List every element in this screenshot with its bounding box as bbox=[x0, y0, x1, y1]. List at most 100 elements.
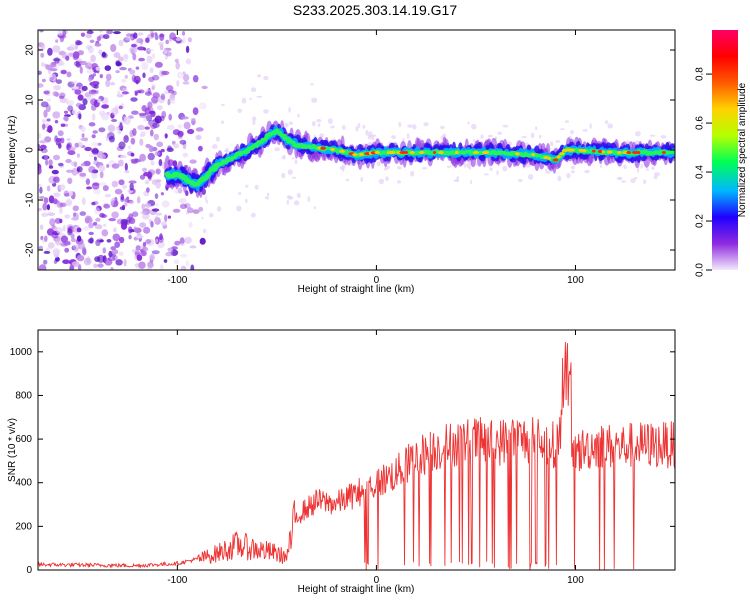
noise-blob bbox=[643, 179, 647, 184]
noise-blob bbox=[103, 203, 111, 209]
noise-blob bbox=[55, 39, 59, 43]
noise-blob bbox=[71, 261, 80, 267]
noise-blob bbox=[143, 226, 151, 234]
noise-blob bbox=[645, 168, 650, 171]
noise-blob bbox=[76, 254, 85, 262]
noise-blob bbox=[71, 217, 79, 221]
noise-blob bbox=[74, 89, 82, 95]
x-tick-label: 100 bbox=[567, 275, 584, 286]
noise-blob bbox=[152, 53, 156, 59]
ridge-peak bbox=[339, 149, 346, 153]
colorbar: 0.0 0.2 0.4 0.6 0.8 Normalized spectral ampl… bbox=[695, 30, 748, 277]
noise-blob bbox=[145, 37, 150, 43]
noise-blob bbox=[102, 185, 109, 192]
noise-blob bbox=[158, 235, 164, 243]
noise-blob bbox=[137, 32, 144, 36]
noise-blob bbox=[88, 76, 93, 82]
noise-blob bbox=[633, 177, 638, 180]
noise-blob bbox=[123, 37, 131, 43]
noise-blob bbox=[294, 159, 298, 165]
noise-blob bbox=[112, 254, 118, 261]
noise-blob bbox=[179, 139, 187, 145]
noise-blob bbox=[83, 160, 91, 167]
noise-blob bbox=[160, 148, 165, 153]
noise-blob bbox=[185, 58, 191, 65]
noise-blob bbox=[118, 236, 125, 244]
colorbar-tick-label: 0.2 bbox=[695, 214, 706, 228]
ridge-peak bbox=[419, 151, 425, 154]
noise-blob bbox=[64, 110, 68, 114]
noise-blob bbox=[43, 90, 50, 95]
ridge-peak bbox=[455, 151, 459, 154]
noise-blob bbox=[378, 178, 385, 185]
noise-blob bbox=[165, 39, 169, 45]
noise-blob bbox=[52, 248, 61, 255]
noise-blob bbox=[281, 155, 286, 160]
noise-blob bbox=[79, 60, 87, 66]
noise-blob bbox=[136, 196, 141, 204]
noise-blob bbox=[274, 147, 280, 152]
noise-blob bbox=[67, 81, 75, 88]
noise-blob bbox=[97, 263, 104, 268]
noise-blob bbox=[46, 228, 55, 236]
colorbar-tick-label: 0.4 bbox=[695, 165, 706, 179]
noise-blob bbox=[555, 140, 561, 143]
noise-blob bbox=[241, 97, 247, 104]
noise-blob bbox=[88, 60, 92, 67]
noise-blob bbox=[138, 112, 147, 116]
noise-blob bbox=[327, 118, 333, 124]
noise-blob bbox=[178, 134, 183, 139]
noise-blob bbox=[99, 212, 105, 218]
noise-blob bbox=[86, 68, 94, 74]
noise-blob bbox=[65, 198, 73, 207]
snr-y-ticks: 0 200 400 600 800 1000 bbox=[10, 347, 675, 576]
noise-blob bbox=[202, 228, 207, 234]
noise-blob bbox=[49, 218, 56, 227]
noise-blob bbox=[54, 120, 59, 124]
noise-blob bbox=[81, 85, 88, 92]
noise-blob bbox=[113, 227, 117, 233]
noise-blob bbox=[224, 149, 230, 153]
ridge-peak bbox=[390, 151, 396, 154]
noise-blob bbox=[110, 81, 115, 86]
noise-blob bbox=[216, 206, 222, 212]
noise-blob bbox=[618, 176, 622, 180]
noise-blob bbox=[174, 58, 179, 63]
noise-blob bbox=[53, 192, 59, 197]
noise-blob bbox=[97, 142, 102, 146]
noise-blob bbox=[91, 134, 96, 139]
noise-blob bbox=[167, 98, 171, 106]
colorbar-tick-label: 0.8 bbox=[695, 67, 706, 81]
noise-blob bbox=[143, 118, 148, 122]
noise-blob bbox=[113, 52, 121, 59]
noise-blob bbox=[111, 249, 119, 255]
noise-blob bbox=[151, 85, 155, 91]
ridge-peak bbox=[409, 151, 415, 154]
noise-blob bbox=[147, 261, 154, 269]
noise-blob bbox=[42, 123, 46, 130]
noise-blob bbox=[345, 178, 350, 182]
noise-blob bbox=[44, 235, 48, 242]
noise-blob bbox=[48, 195, 55, 204]
noise-blob bbox=[122, 184, 126, 190]
noise-blob bbox=[252, 116, 257, 121]
noise-blob bbox=[357, 122, 361, 128]
noise-blob bbox=[62, 225, 66, 232]
noise-blob bbox=[263, 109, 269, 114]
noise-blob bbox=[137, 124, 145, 131]
noise-blob bbox=[88, 222, 94, 229]
snr-marks bbox=[38, 341, 675, 570]
noise-blob bbox=[150, 221, 154, 228]
noise-blob bbox=[62, 259, 70, 265]
noise-blob bbox=[521, 135, 528, 139]
ridge-peak bbox=[559, 152, 565, 156]
noise-blob bbox=[98, 165, 106, 172]
noise-blob bbox=[190, 117, 197, 122]
noise-blob bbox=[108, 135, 115, 143]
noise-blob bbox=[64, 214, 71, 219]
noise-blob bbox=[84, 146, 92, 152]
ridge-peak bbox=[601, 150, 605, 154]
noise-blob bbox=[52, 58, 61, 62]
noise-blob bbox=[120, 222, 128, 230]
noise-blob bbox=[58, 61, 65, 66]
